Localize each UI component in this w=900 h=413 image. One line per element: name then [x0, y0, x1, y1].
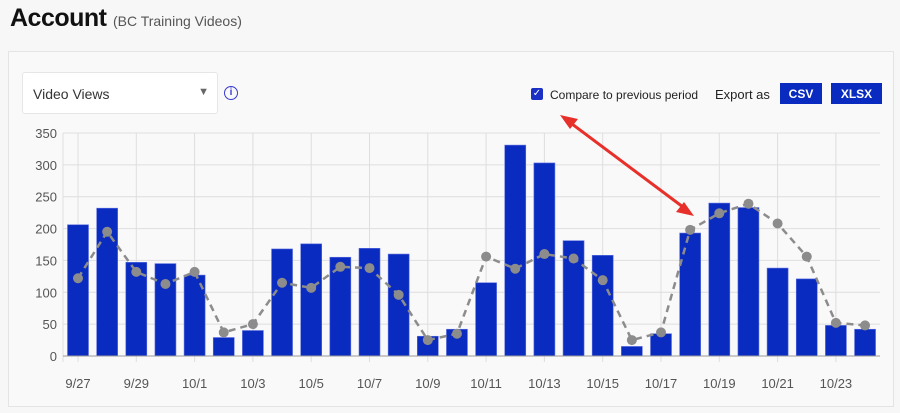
previous-period-point [568, 253, 579, 264]
previous-period-point [510, 263, 521, 274]
metric-select[interactable]: Video Views ▼ [22, 72, 218, 114]
page-subtitle: (BC Training Videos) [112, 13, 242, 29]
compare-label[interactable]: Compare to previous period [550, 88, 699, 102]
compare-checkbox[interactable]: ✓ [531, 88, 543, 100]
arrow-head-icon [560, 115, 578, 129]
previous-period-point [364, 263, 375, 274]
bar [591, 255, 614, 357]
bar [300, 243, 323, 357]
x-tick-label: 10/21 [761, 376, 794, 391]
x-tick-label: 10/19 [703, 376, 736, 391]
bar [766, 267, 789, 357]
y-tick-label: 300 [35, 158, 57, 173]
x-tick-label: 10/17 [645, 376, 678, 391]
bar [271, 248, 293, 357]
x-tick-label: 10/23 [820, 376, 853, 391]
x-tick-label: 10/7 [357, 376, 382, 391]
y-tick-label: 100 [35, 285, 57, 300]
previous-period-line [76, 202, 866, 342]
bar [212, 337, 235, 357]
info-icon[interactable]: i [224, 86, 238, 100]
bar [825, 325, 847, 357]
metric-select-value: Video Views [33, 86, 110, 102]
previous-period-point [626, 335, 637, 346]
bar [795, 278, 818, 357]
previous-period-point [801, 251, 812, 262]
x-tick-label: 10/15 [586, 376, 619, 391]
previous-period-point [102, 226, 113, 237]
page-title: Account (BC Training Videos) [10, 4, 242, 32]
y-tick-label: 50 [43, 317, 57, 332]
y-tick-label: 350 [35, 126, 57, 141]
previous-period-point [131, 266, 142, 277]
previous-period-point [393, 289, 404, 300]
bar [621, 346, 643, 357]
previous-period-point [422, 335, 433, 346]
x-tick-label: 9/27 [65, 376, 90, 391]
x-tick-label: 10/9 [415, 376, 440, 391]
previous-period-point [656, 327, 666, 338]
x-tick-label: 10/11 [470, 376, 502, 391]
previous-period-point [451, 328, 462, 339]
previous-period-point [685, 224, 696, 235]
bar [854, 328, 876, 357]
previous-period-point [247, 319, 258, 330]
bar [67, 224, 89, 357]
export-label: Export as [715, 87, 770, 102]
y-tick-label: 150 [35, 253, 57, 268]
export-xlsx-button[interactable]: XLSX [831, 83, 882, 104]
previous-period-point [189, 266, 200, 277]
previous-period-point [597, 275, 608, 286]
bar [708, 202, 731, 357]
annotation-arrow-line [567, 119, 688, 212]
previous-period-point [714, 208, 725, 219]
y-tick-label: 200 [35, 222, 57, 237]
x-tick-label: 10/1 [182, 376, 207, 391]
bar [242, 330, 264, 357]
caret-down-icon: ▼ [198, 86, 209, 98]
x-tick-label: 9/29 [124, 376, 149, 391]
bar [533, 162, 556, 357]
y-tick-label: 0 [50, 349, 57, 364]
previous-period-point [860, 320, 871, 331]
previous-period-point [481, 251, 492, 262]
previous-period-point [160, 279, 171, 290]
previous-period-point [539, 249, 550, 260]
previous-period-point [73, 273, 83, 284]
previous-period-point [306, 282, 317, 293]
previous-period-point [335, 261, 346, 272]
x-tick-label: 10/5 [299, 376, 324, 391]
x-tick-label: 10/3 [240, 376, 265, 391]
previous-period-point [743, 198, 754, 209]
export-csv-button[interactable]: CSV [780, 83, 822, 104]
previous-period-point [830, 317, 841, 328]
bar [154, 263, 177, 357]
y-tick-label: 250 [35, 190, 57, 205]
arrow-head-icon [676, 202, 694, 216]
bar [737, 207, 760, 357]
bar [475, 282, 497, 357]
x-tick-label: 10/13 [528, 376, 561, 391]
previous-period-point [277, 277, 288, 288]
previous-period-point [218, 327, 229, 338]
bar [504, 144, 527, 357]
previous-period-point [772, 218, 783, 229]
